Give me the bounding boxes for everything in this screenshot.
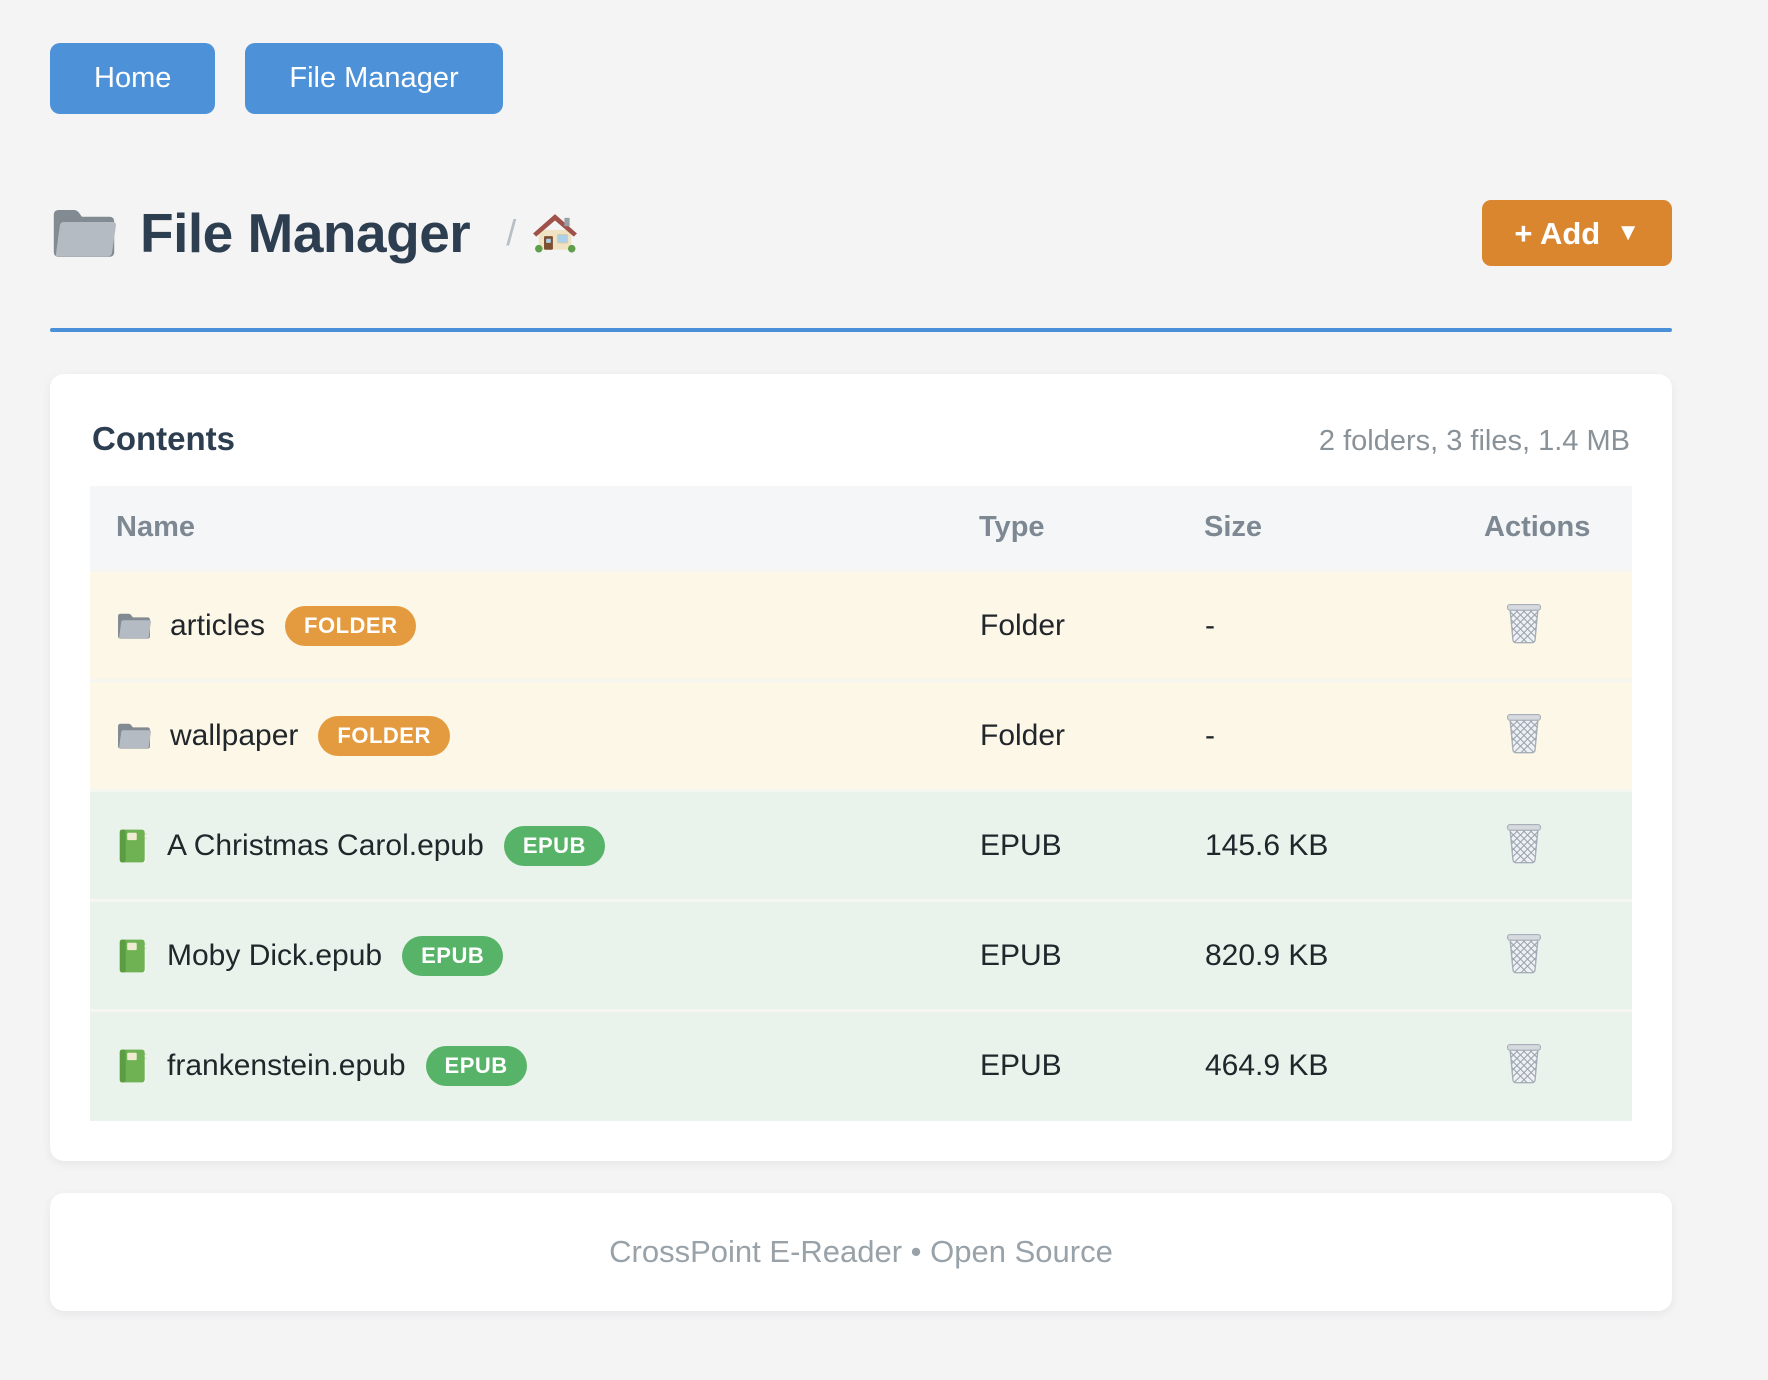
book-icon: [116, 828, 149, 864]
add-button[interactable]: + Add ▼: [1482, 200, 1672, 266]
size-cell: 145.6 KB: [1204, 790, 1484, 901]
table-header-row: Name Type Size Actions: [90, 486, 1632, 571]
book-icon: [116, 1048, 149, 1084]
trash-icon: [1504, 1038, 1544, 1086]
folder-icon: [116, 610, 152, 642]
trash-icon: [1504, 928, 1544, 976]
size-cell: -: [1204, 570, 1484, 681]
delete-button[interactable]: [1504, 598, 1544, 646]
size-cell: 464.9 KB: [1204, 1010, 1484, 1121]
title-group: File Manager /: [50, 201, 578, 265]
type-badge: EPUB: [402, 935, 504, 976]
file-manager-button[interactable]: File Manager: [245, 43, 503, 114]
table-row-articles[interactable]: articles FOLDER Folder -: [90, 570, 1632, 681]
title-divider: [50, 328, 1672, 332]
type-cell: EPUB: [979, 1010, 1204, 1121]
delete-button[interactable]: [1504, 928, 1544, 976]
file-name[interactable]: Moby Dick.epub: [167, 938, 383, 972]
delete-button[interactable]: [1504, 818, 1544, 866]
top-nav: Home File Manager: [50, 0, 1672, 114]
page-header: File Manager / + Add ▼: [50, 200, 1672, 266]
file-name[interactable]: wallpaper: [170, 718, 299, 752]
trash-icon: [1504, 818, 1544, 866]
file-name[interactable]: frankenstein.epub: [167, 1049, 406, 1083]
column-header-type: Type: [979, 486, 1204, 571]
column-header-actions: Actions: [1484, 486, 1632, 571]
column-header-size: Size: [1204, 486, 1484, 571]
files-table: Name Type Size Actions articles FOLDER: [90, 486, 1632, 1121]
contents-heading: Contents: [92, 420, 235, 457]
book-icon: [116, 938, 149, 974]
type-cell: Folder: [979, 680, 1204, 791]
trash-icon: [1504, 708, 1544, 756]
delete-button[interactable]: [1504, 708, 1544, 756]
folder-icon: [116, 720, 152, 752]
contents-card-header: Contents 2 folders, 3 files, 1.4 MB: [90, 420, 1632, 458]
caret-down-icon: ▼: [1616, 219, 1640, 246]
breadcrumb-separator: /: [506, 212, 517, 253]
page-title: File Manager: [140, 202, 471, 264]
house-icon[interactable]: [532, 211, 578, 255]
breadcrumb: /: [506, 211, 578, 255]
contents-summary: 2 folders, 3 files, 1.4 MB: [1318, 425, 1630, 457]
table-row-frankenstein[interactable]: frankenstein.epub EPUB EPUB 464.9 KB: [90, 1010, 1632, 1121]
type-cell: EPUB: [979, 900, 1204, 1011]
table-row-wallpaper[interactable]: wallpaper FOLDER Folder -: [90, 680, 1632, 791]
type-cell: EPUB: [979, 790, 1204, 901]
delete-button[interactable]: [1504, 1038, 1544, 1086]
footer-text: CrossPoint E-Reader • Open Source: [609, 1233, 1113, 1269]
type-badge: EPUB: [425, 1046, 527, 1087]
add-button-label: + Add: [1514, 215, 1601, 251]
file-name[interactable]: A Christmas Carol.epub: [167, 828, 484, 862]
size-cell: 820.9 KB: [1204, 900, 1484, 1011]
home-button[interactable]: Home: [50, 43, 216, 114]
trash-icon: [1504, 598, 1544, 646]
table-row-moby-dick[interactable]: Moby Dick.epub EPUB EPUB 820.9 KB: [90, 900, 1632, 1011]
type-badge: FOLDER: [285, 605, 417, 646]
column-header-name: Name: [90, 486, 979, 571]
type-badge: FOLDER: [318, 715, 450, 756]
table-row-christmas-carol[interactable]: A Christmas Carol.epub EPUB EPUB 145.6 K…: [90, 790, 1632, 901]
folder-icon: [50, 204, 118, 262]
footer-card: CrossPoint E-Reader • Open Source: [50, 1192, 1672, 1311]
type-badge: EPUB: [503, 825, 605, 866]
type-cell: Folder: [979, 570, 1204, 681]
file-name[interactable]: articles: [170, 608, 266, 642]
size-cell: -: [1204, 680, 1484, 791]
contents-card: Contents 2 folders, 3 files, 1.4 MB Name…: [50, 374, 1672, 1161]
